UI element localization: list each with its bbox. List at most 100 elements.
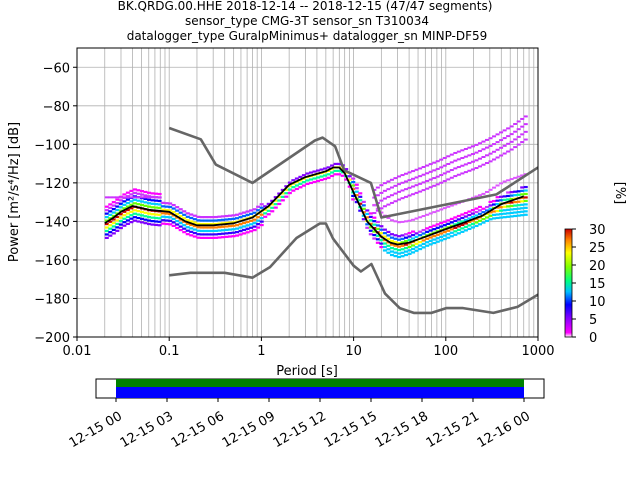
psd-bin (168, 209, 173, 212)
psd-bin (263, 205, 268, 208)
psd-bin (474, 159, 479, 162)
psd-bin (220, 222, 225, 225)
psd-bin (213, 233, 218, 236)
y-tick-label: −120 (34, 177, 70, 192)
psd-bin (143, 197, 148, 201)
psd-bin (231, 224, 236, 227)
psd-bin (189, 227, 194, 230)
psd-bin (161, 222, 166, 225)
y-tick-label: −60 (43, 61, 70, 76)
psd-bin (470, 212, 475, 215)
psd-bin (432, 211, 437, 214)
psd-bin (407, 231, 412, 235)
psd-bin (495, 133, 500, 136)
mode-line (104, 166, 524, 246)
psd-bin (259, 206, 264, 209)
psd-bin (460, 213, 465, 216)
psd-bin (411, 244, 416, 247)
psd-bin (393, 254, 398, 258)
psd-bin (404, 240, 409, 243)
psd-bin (488, 188, 493, 191)
psd-bin (227, 235, 233, 238)
psd-bin (217, 226, 222, 229)
psd-bin (432, 169, 437, 172)
psd-bin (375, 224, 380, 227)
psd-bin (414, 246, 419, 249)
psd-bin (175, 212, 180, 216)
psd-bin (389, 236, 394, 239)
psd-bin (319, 178, 324, 182)
psd-bin (414, 184, 419, 187)
psd-bin (502, 212, 507, 215)
psd-bin (210, 219, 215, 222)
psd-bin (393, 244, 398, 247)
psd-bin (199, 222, 204, 226)
psd-bin (509, 125, 514, 128)
psd-bin (178, 225, 183, 228)
psd-bin (428, 163, 433, 166)
psd-bin (210, 229, 215, 233)
psd-bin (488, 200, 493, 204)
psd-bin (150, 206, 155, 209)
psd-bin (516, 128, 521, 131)
psd-bin (129, 193, 134, 196)
psd-bin (291, 186, 296, 189)
psd-bin (196, 236, 201, 239)
psd-bin (298, 175, 303, 178)
psd-bin (488, 204, 493, 207)
psd-bin (421, 246, 426, 249)
psd-bin (484, 154, 490, 157)
psd-bin (470, 160, 475, 163)
psd-bin (326, 166, 331, 169)
psd-bin (168, 212, 173, 216)
psd-bin (492, 210, 497, 213)
psd-bin (256, 219, 261, 222)
psd-bin (407, 252, 412, 255)
psd-bin (484, 205, 490, 209)
psd-bin (111, 228, 116, 231)
psd-bin (474, 207, 479, 210)
psd-bin (178, 208, 183, 211)
psd-bin (337, 162, 342, 166)
psd-bin (463, 147, 468, 150)
psd-bin (453, 230, 458, 233)
psd-bin (118, 220, 123, 223)
psd-bin (418, 182, 423, 185)
timeline-tick-label: 12-15 15 (322, 409, 380, 451)
psd-bin (358, 209, 363, 212)
psd-bin (220, 225, 225, 228)
psd-bin (488, 211, 493, 214)
psd-bin (104, 233, 109, 236)
psd-bin (382, 235, 387, 238)
psd-bin (396, 238, 402, 241)
psd-bin (372, 237, 377, 240)
x-tick-label: 1 (257, 344, 265, 359)
psd-bin (270, 206, 275, 209)
psd-bin (407, 235, 412, 238)
psd-bin (323, 167, 328, 170)
psd-bin (136, 196, 141, 199)
psd-bin (379, 191, 384, 194)
psd-bin (495, 184, 500, 187)
psd-bin (235, 230, 240, 234)
timeline-tick-label: 12-15 09 (220, 409, 278, 451)
psd-bin (118, 226, 123, 230)
psd-bin (456, 228, 461, 231)
psd-bin (460, 220, 465, 223)
psd-bin (227, 221, 233, 224)
psd-bin (301, 184, 306, 187)
psd-bin (513, 194, 518, 197)
psd-bin (418, 244, 423, 247)
psd-bin (171, 207, 176, 210)
psd-bin (154, 199, 159, 202)
psd-bin (161, 219, 166, 222)
psd-bin (361, 207, 366, 210)
psd-bin (453, 216, 458, 219)
psd-bin (520, 186, 525, 189)
psd-bin (516, 211, 521, 214)
psd-bin (154, 223, 159, 227)
psd-bin (115, 215, 120, 219)
psd-bin (129, 203, 134, 206)
psd-bin (386, 234, 391, 237)
colorbar-tick-label: 15 (589, 277, 606, 292)
